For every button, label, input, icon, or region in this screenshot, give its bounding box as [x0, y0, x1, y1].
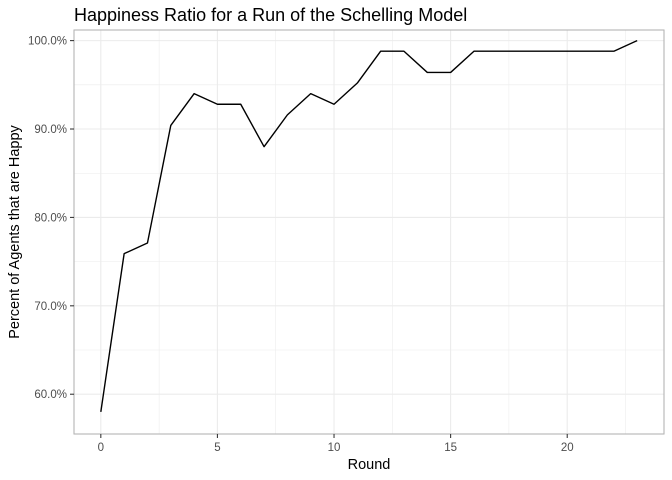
chart-title: Happiness Ratio for a Run of the Schelli…: [74, 5, 467, 25]
y-tick-label: 60.0%: [34, 389, 67, 401]
x-axis-title: Round: [348, 457, 391, 473]
x-axis: 0 5 10 15 20: [98, 434, 574, 454]
x-tick-label: 20: [561, 442, 574, 454]
grid: [74, 30, 664, 434]
y-axis: 60.0% 70.0% 80.0% 90.0% 100.0%: [28, 36, 74, 401]
y-tick-label: 80.0%: [34, 212, 67, 224]
x-tick-label: 10: [328, 442, 341, 454]
series: [100, 39, 638, 413]
series-line: [100, 39, 638, 413]
y-tick-label: 90.0%: [34, 124, 67, 136]
y-tick-label: 100.0%: [28, 36, 67, 48]
y-tick-label: 70.0%: [34, 301, 67, 313]
x-tick-label: 5: [214, 442, 220, 454]
y-axis-title: Percent of Agents that are Happy: [7, 124, 23, 338]
panel-border: [73, 29, 665, 435]
x-tick-label: 15: [444, 442, 457, 454]
x-tick-label: 0: [98, 442, 104, 454]
